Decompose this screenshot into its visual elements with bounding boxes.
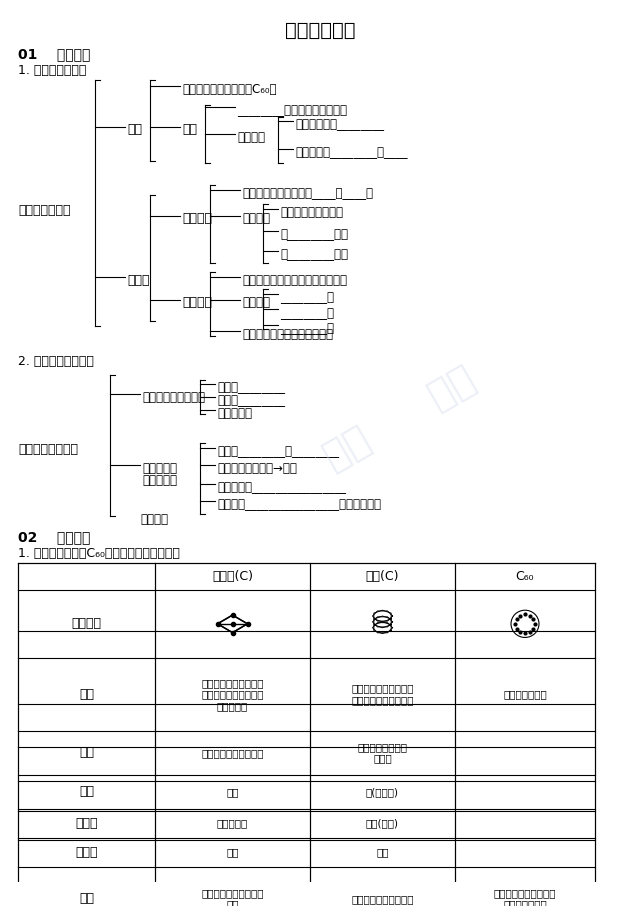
Text: 02    知识纵横: 02 知识纵横 xyxy=(18,530,90,545)
Text: 检验：通入________________: 检验：通入________________ xyxy=(217,481,346,494)
Text: 气体的验证: 气体的验证 xyxy=(217,407,252,419)
Text: 常温下：性质________: 常温下：性质________ xyxy=(295,118,384,130)
Text: 钻探机钻头、刻刀、装
饰品: 钻探机钻头、刻刀、装 饰品 xyxy=(201,888,264,906)
Text: 单质: 单质 xyxy=(127,123,142,136)
Text: 天然存在的最硬的物质: 天然存在的最硬的物质 xyxy=(201,747,264,757)
Text: 化学性质: 化学性质 xyxy=(237,130,265,144)
Text: 分子形状似足球: 分子形状似足球 xyxy=(503,689,547,699)
Text: 二氧化碳的: 二氧化碳的 xyxy=(142,462,177,475)
Text: 性质: 性质 xyxy=(182,123,197,136)
Text: 1. 金刚石、石墨与C₆₀的物理性质和用途比较: 1. 金刚石、石墨与C₆₀的物理性质和用途比较 xyxy=(18,547,180,560)
Text: 单元知识清单: 单元知识清单 xyxy=(285,22,355,41)
Text: 润滑剂、铅笔芯、电极: 润滑剂、铅笔芯、电极 xyxy=(351,893,413,904)
Text: 化学性质: 化学性质 xyxy=(242,296,270,309)
Text: 熔点: 熔点 xyxy=(79,786,94,798)
Text: 种类：金刚石、石墨、C₆₀等: 种类：金刚石、石墨、C₆₀等 xyxy=(182,82,276,96)
Text: 良好: 良好 xyxy=(376,847,388,857)
Text: 不燃烧，不支持燃烧: 不燃烧，不支持燃烧 xyxy=(280,207,343,219)
Text: ________性: ________性 xyxy=(280,323,334,335)
Text: 二氧化碳: 二氧化碳 xyxy=(182,213,212,226)
Text: 北京      水印: 北京 水印 xyxy=(318,360,482,477)
Text: C₆₀: C₆₀ xyxy=(516,570,534,583)
Text: 氧化物: 氧化物 xyxy=(127,274,150,287)
Text: 结构模型: 结构模型 xyxy=(72,617,102,631)
Text: 与________反应: 与________反应 xyxy=(280,248,348,261)
Text: 色态: 色态 xyxy=(79,688,94,701)
Text: 软，在纸上划过可
留痕迹: 软，在纸上划过可 留痕迹 xyxy=(358,742,408,764)
Text: 物理性质：密度比空气____，____水: 物理性质：密度比空气____，____水 xyxy=(242,187,373,200)
Text: 气体的实验室制取: 气体的实验室制取 xyxy=(18,443,78,456)
Text: 硬度: 硬度 xyxy=(79,747,94,759)
Text: 装置：固体＋液体→气体: 装置：固体＋液体→气体 xyxy=(217,462,297,476)
Text: 一氧化碳: 一氧化碳 xyxy=(182,296,212,309)
Text: 良好: 良好 xyxy=(227,847,239,857)
Text: 物理性质：无色、无味、难溶于水: 物理性质：无色、无味、难溶于水 xyxy=(242,275,347,287)
Text: 实验室制取: 实验室制取 xyxy=(142,474,177,487)
Text: 石墨(C): 石墨(C) xyxy=(365,570,399,583)
Text: 导电(良好): 导电(良好) xyxy=(366,818,399,828)
Text: 金刚石(C): 金刚石(C) xyxy=(212,570,253,583)
Text: 1. 碳和碳的氧化物: 1. 碳和碳的氧化物 xyxy=(18,64,86,77)
Text: ________不同，物理性质不同: ________不同，物理性质不同 xyxy=(237,104,347,117)
Text: ________性: ________性 xyxy=(280,291,334,304)
Text: 导热性: 导热性 xyxy=(76,846,98,859)
Text: 操作步骤: 操作步骤 xyxy=(140,513,168,525)
Text: 用途: 用途 xyxy=(79,892,94,905)
Text: 化学性质: 化学性质 xyxy=(242,213,270,226)
Text: 药品：________和________: 药品：________和________ xyxy=(217,445,339,458)
Text: 很高: 很高 xyxy=(227,786,239,796)
Text: 几乎不导电: 几乎不导电 xyxy=(217,818,248,828)
Text: 2. 气体的实验室制取: 2. 气体的实验室制取 xyxy=(18,355,94,368)
Text: 导电性: 导电性 xyxy=(76,817,98,830)
Text: 反应的________: 反应的________ xyxy=(217,394,285,407)
Text: ________性: ________性 xyxy=(280,306,334,320)
Text: 高(耐高温): 高(耐高温) xyxy=(366,786,399,796)
Text: 01    知识框架: 01 知识框架 xyxy=(18,47,90,61)
Text: 高温：具有________、____: 高温：具有________、____ xyxy=(295,146,408,159)
Text: 碳和碳的氧化物: 碳和碳的氧化物 xyxy=(18,205,70,217)
Text: 反应的________: 反应的________ xyxy=(217,381,285,394)
Text: 验满：将________________放在集气瓶口: 验满：将________________放在集气瓶口 xyxy=(217,498,381,511)
Text: 气体制取的一般思路: 气体制取的一般思路 xyxy=(142,390,205,403)
Text: 无色透明、正八面体形
状的固体，加工琢磨后
有夺目光泽: 无色透明、正八面体形 状的固体，加工琢磨后 有夺目光泽 xyxy=(201,678,264,711)
Text: 用途：作气体燃料、冶炼金属: 用途：作气体燃料、冶炼金属 xyxy=(242,328,333,341)
Text: 应用于材料科学、超导
体等方面的研究: 应用于材料科学、超导 体等方面的研究 xyxy=(493,888,556,906)
Text: 深灰色、有金属光泽而
不透明的细鳞片状固体: 深灰色、有金属光泽而 不透明的细鳞片状固体 xyxy=(351,684,413,705)
Text: 与________反应: 与________反应 xyxy=(280,227,348,241)
